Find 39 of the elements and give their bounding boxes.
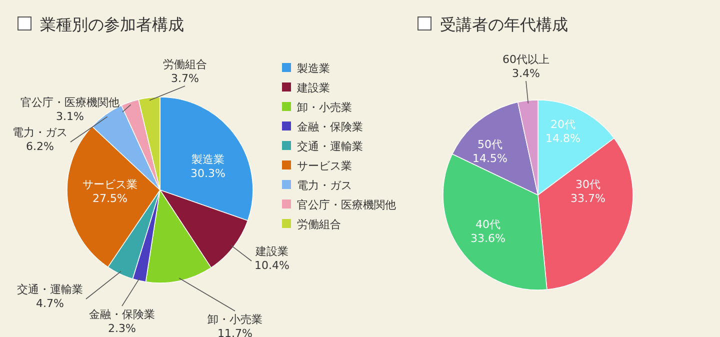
legend-label: サービス業	[297, 160, 352, 172]
legend-label: 製造業	[297, 62, 330, 75]
data-label: 14.8%	[546, 132, 580, 145]
slice-label: 20代	[550, 118, 576, 131]
legend-label: 卸・小売業	[297, 101, 352, 114]
slice-label: 金融・保険業	[89, 308, 155, 321]
data-label: 27.5%	[92, 192, 128, 205]
legend-label: 官公庁・医療機関他	[297, 198, 396, 212]
slice-label: 30代	[576, 178, 600, 191]
data-label: 2.3%	[108, 322, 136, 335]
chart-title: 業種別の参加者構成	[40, 15, 184, 34]
legend-label: 電力・ガス	[297, 179, 352, 192]
data-label: 6.2%	[26, 140, 54, 153]
slice-label: 60代以上	[502, 53, 550, 66]
data-label: 3.4%	[512, 67, 540, 80]
slice-label: 40代	[476, 218, 500, 231]
data-label: 11.7%	[218, 327, 252, 337]
slice-label: 官公庁・医療機関他	[20, 96, 120, 109]
data-label: 14.5%	[472, 152, 508, 165]
chart-title: 受講者の年代構成	[440, 15, 568, 34]
slice-label: 建設業	[254, 245, 288, 258]
legend-label: 金融・保険業	[297, 120, 363, 134]
data-label: 33.7%	[570, 192, 606, 205]
slice-label: 製造業	[192, 153, 224, 166]
data-label: 3.7%	[171, 72, 199, 85]
data-label: 4.7%	[36, 297, 64, 310]
data-label: 10.4%	[254, 259, 290, 272]
legend-label: 労働組合	[297, 218, 341, 231]
slice-label: 労働組合	[163, 58, 207, 71]
slice-label: 卸・小売業	[208, 313, 262, 326]
slice-label: 50代	[478, 138, 502, 151]
slice-label: サービス業	[82, 178, 138, 191]
legend-label: 交通・運輸業	[297, 140, 363, 153]
data-label: 30.3%	[190, 167, 226, 180]
slice-label: 電力・ガス	[12, 126, 68, 139]
data-label: 3.1%	[56, 110, 84, 123]
data-label: 33.6%	[470, 232, 506, 245]
slice-label: 交通・運輸業	[17, 283, 83, 296]
legend-label: 建設業	[296, 82, 330, 94]
